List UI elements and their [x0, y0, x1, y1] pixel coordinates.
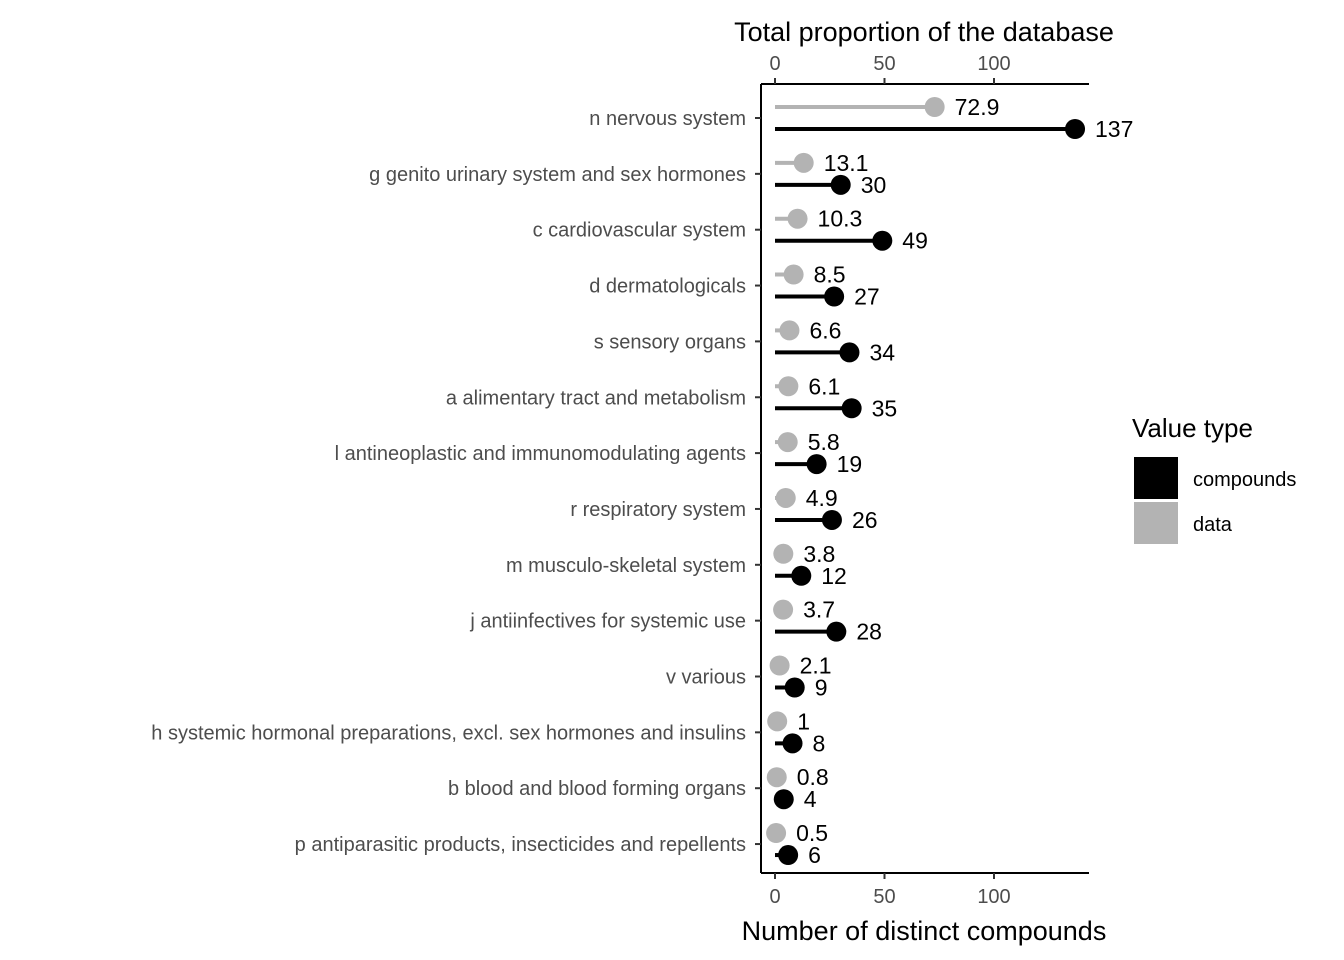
compounds-legend-label: compounds	[1193, 469, 1296, 491]
compounds-value-label: 6	[808, 842, 821, 868]
data-point	[773, 599, 794, 620]
category-label: g genito urinary system and sex hormones	[369, 164, 746, 186]
compounds-value-label: 34	[869, 339, 895, 365]
data-point	[767, 711, 788, 732]
data-legend-key	[1134, 502, 1178, 544]
compounds-value-label: 27	[854, 284, 880, 310]
top-axis: 0 50 100	[769, 53, 1011, 84]
category-label: a alimentary tract and metabolism	[446, 387, 746, 409]
category-label: s sensory organs	[594, 331, 746, 353]
data-value-label: 1	[797, 708, 810, 734]
data-point	[793, 152, 814, 173]
bottom-axis: 0 50 100	[769, 873, 1011, 908]
legend-title: Value type	[1132, 413, 1253, 443]
compounds-point	[773, 789, 794, 810]
bottom-axis-title: Number of distinct compounds	[742, 916, 1107, 946]
category-label: v various	[666, 667, 746, 689]
compounds-value-label: 26	[852, 507, 878, 533]
category-label: p antiparasitic products, insecticides a…	[295, 834, 746, 856]
data-value-label: 6.1	[808, 373, 840, 399]
data-legend-label: data	[1193, 514, 1233, 536]
data-point	[924, 97, 945, 117]
data-point	[766, 823, 787, 844]
data-point	[769, 655, 790, 676]
compounds-point	[806, 454, 827, 475]
category-label: c cardiovascular system	[533, 220, 746, 242]
compounds-point	[872, 230, 893, 251]
data-point	[773, 543, 794, 564]
top-tick-label: 50	[873, 53, 895, 75]
data-point	[778, 376, 799, 397]
bottom-tick-label: 100	[977, 886, 1010, 908]
category-label: l antineoplastic and immunomodulating ag…	[335, 443, 746, 465]
data-value-label: 10.3	[818, 206, 863, 232]
data-value-label: 4.9	[806, 485, 838, 511]
data-point	[766, 767, 787, 788]
compounds-point	[830, 174, 851, 195]
compounds-point	[826, 621, 847, 642]
compounds-value-label: 28	[856, 619, 882, 645]
data-point	[777, 432, 798, 453]
compounds-point	[782, 733, 803, 754]
bottom-tick-label: 0	[769, 886, 780, 908]
data-value-label: 6.6	[809, 317, 841, 343]
compounds-value-label: 8	[813, 730, 826, 756]
data-value-label: 8.5	[814, 262, 846, 288]
data-value-label: 5.8	[808, 429, 840, 455]
compounds-point	[841, 398, 862, 419]
compounds-value-label: 9	[815, 675, 828, 701]
compounds-point	[824, 286, 845, 307]
compounds-value-label: 12	[821, 563, 847, 589]
data-value-label: 3.7	[803, 597, 835, 623]
legend: Value type compounds data	[1132, 413, 1296, 544]
category-label: b blood and blood forming organs	[448, 778, 746, 800]
compounds-value-label: 4	[804, 786, 817, 812]
compounds-point	[839, 342, 860, 363]
compounds-point	[821, 509, 842, 530]
compounds-point	[1065, 119, 1086, 139]
data-value-label: 2.1	[800, 653, 832, 679]
data-point	[787, 208, 808, 229]
compounds-value-label: 30	[861, 172, 887, 198]
data-value-label: 3.8	[803, 541, 835, 567]
chart-marks: 72.9 13.1 10.3 8.5 6.6 6.1 5.8 4.9 3.8 3.7 2.1 1 0.8…	[766, 94, 1133, 868]
data-value-label: 0.5	[796, 820, 828, 846]
top-axis-title: Total proportion of the database	[734, 17, 1114, 47]
category-label: j antiinfectives for systemic use	[469, 611, 746, 633]
data-point	[775, 487, 796, 508]
compounds-legend-key	[1134, 457, 1178, 499]
bottom-tick-label: 50	[873, 886, 895, 908]
category-label: m musculo-skeletal system	[506, 555, 746, 577]
compounds-value-label: 35	[872, 395, 898, 421]
category-axis: n nervous system g genito urinary system …	[151, 108, 761, 856]
data-value-label: 13.1	[824, 150, 869, 176]
data-point	[779, 320, 800, 341]
category-label: d dermatologicals	[589, 276, 746, 298]
category-label: n nervous system	[589, 108, 746, 130]
compounds-point	[784, 677, 805, 698]
compounds-value-label: 19	[837, 451, 863, 477]
compounds-value-label: 49	[902, 228, 928, 254]
top-tick-label: 0	[769, 53, 780, 75]
category-label: r respiratory system	[570, 499, 746, 521]
compounds-point	[778, 845, 799, 866]
data-point	[783, 264, 804, 285]
plot-frame	[760, 83, 1089, 874]
data-value-label: 0.8	[797, 764, 829, 790]
top-tick-label: 100	[977, 53, 1010, 75]
compounds-point	[791, 565, 812, 586]
data-value-label: 72.9	[955, 94, 1000, 120]
category-label: h systemic hormonal preparations, excl. …	[151, 722, 746, 744]
compounds-value-label: 137	[1095, 116, 1133, 142]
